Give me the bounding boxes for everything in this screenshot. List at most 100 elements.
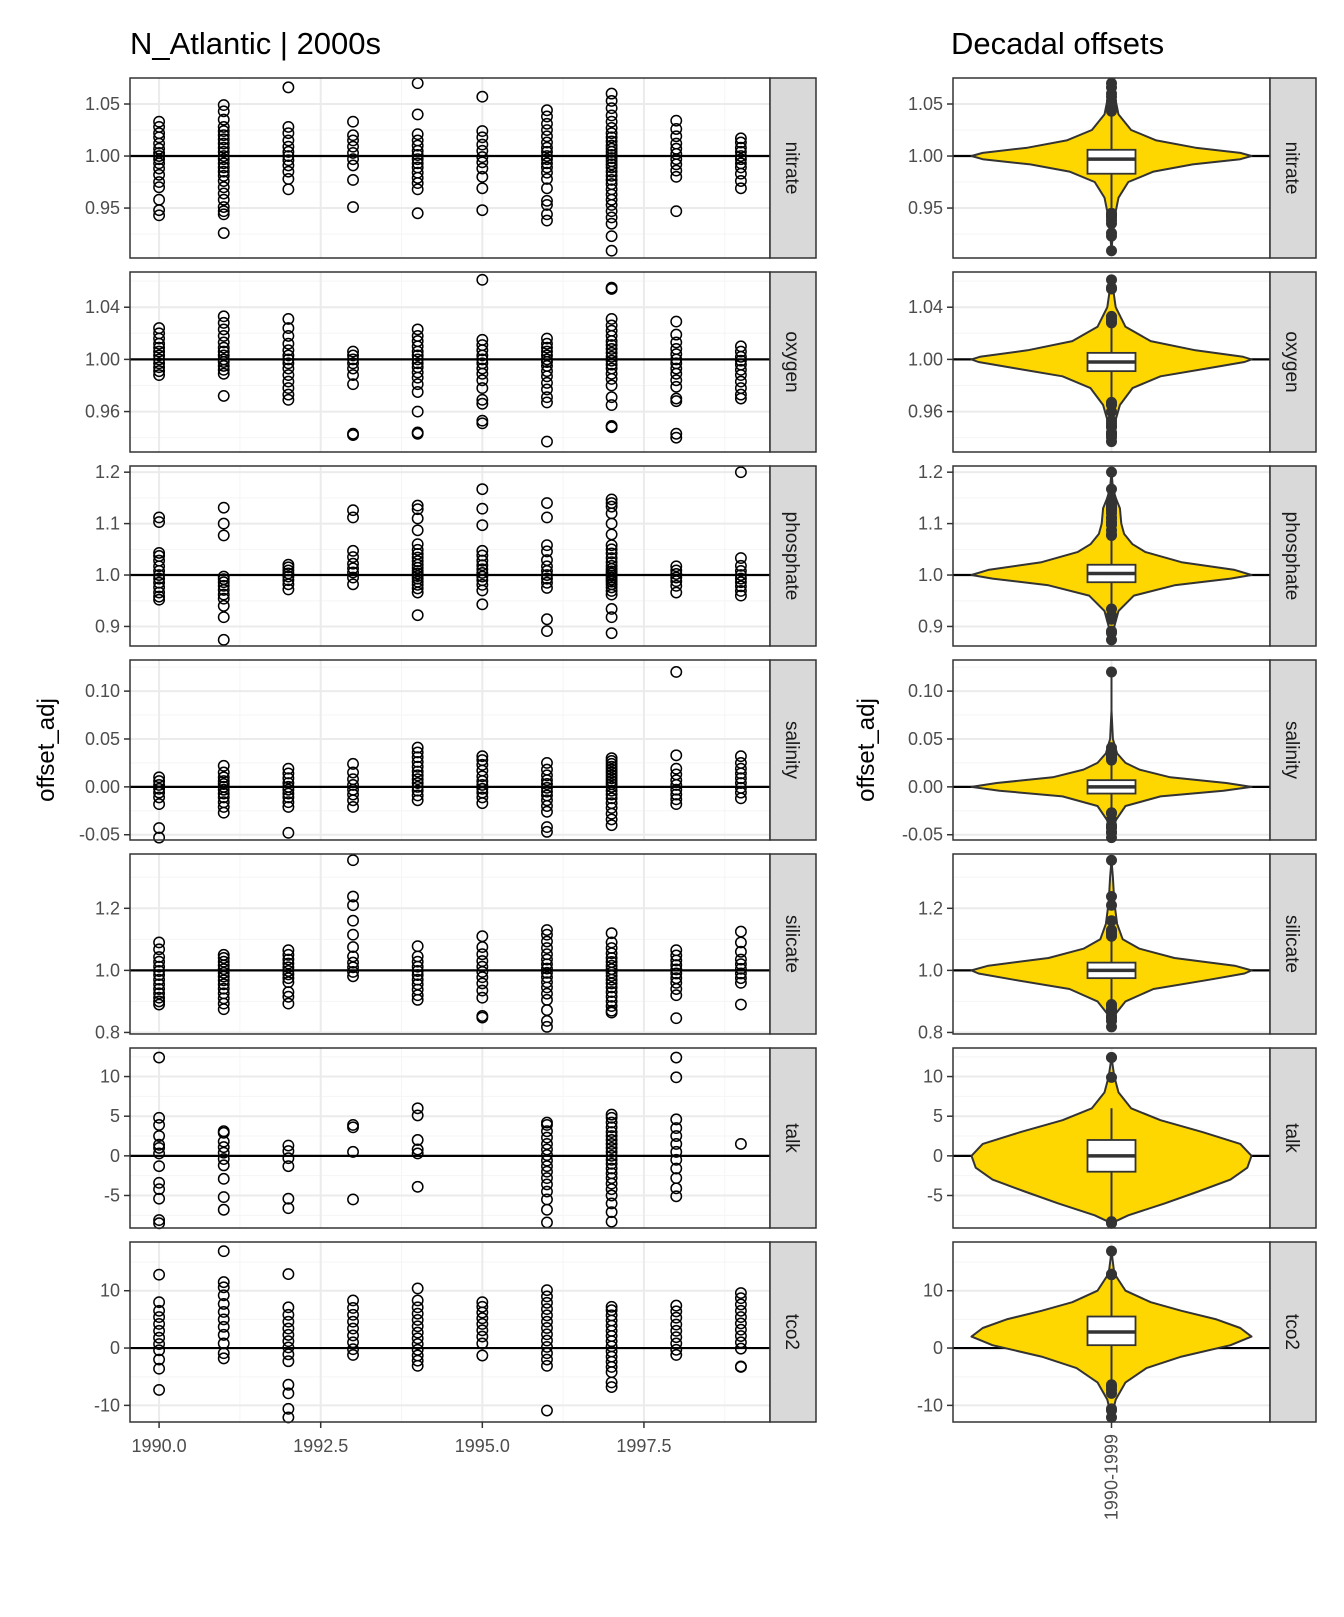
data-point	[605, 127, 618, 140]
y-tick-label: 0.96	[908, 402, 943, 422]
scatter-facet-nitrate: nitrate 0.95 1.00 1.05	[85, 77, 817, 259]
data-point	[282, 140, 295, 153]
data-point	[476, 782, 489, 795]
data-point	[541, 353, 553, 366]
data-point	[670, 976, 683, 989]
data-point	[670, 1145, 683, 1158]
data-point	[153, 1111, 166, 1124]
data-point	[282, 558, 295, 571]
data-point	[541, 1334, 553, 1347]
facet-strip	[769, 77, 817, 259]
data-point	[541, 756, 553, 769]
data-point	[411, 153, 424, 166]
data-point	[347, 773, 359, 786]
data-point	[605, 174, 618, 186]
data-point	[217, 145, 230, 158]
data-point	[282, 1355, 295, 1368]
data-point	[541, 1125, 553, 1138]
data-point	[217, 120, 230, 133]
data-point	[605, 343, 618, 355]
scatter-facet-tco2: tco2 -10 0 10	[94, 1241, 817, 1424]
data-point	[605, 1134, 618, 1146]
data-point	[217, 1245, 230, 1258]
data-point	[411, 128, 424, 141]
data-point	[605, 217, 618, 230]
data-point	[411, 1134, 424, 1146]
data-point	[347, 1348, 359, 1361]
data-point	[541, 130, 553, 143]
data-point	[541, 396, 553, 409]
data-point	[476, 778, 489, 791]
data-point	[734, 141, 747, 154]
data-point	[541, 194, 553, 207]
data-point	[670, 336, 683, 349]
data-point	[734, 580, 747, 593]
data-point	[605, 139, 618, 152]
data-point	[217, 796, 230, 809]
data-point	[217, 1328, 230, 1341]
y-tick-label: 10	[923, 1281, 943, 1301]
scatter-facet-talk: talk -5 0 5 10	[100, 1047, 817, 1230]
facet-strip	[1269, 1241, 1317, 1423]
data-point	[153, 822, 166, 834]
data-point	[217, 599, 230, 612]
data-point	[217, 771, 230, 784]
data-point	[605, 1206, 618, 1219]
data-point	[605, 94, 618, 107]
scatter-facet-silicate: silicate 0.8 1.0 1.2	[95, 853, 817, 1042]
data-point	[347, 146, 359, 159]
data-point	[734, 953, 747, 966]
data-point	[217, 125, 230, 138]
data-point	[734, 1342, 747, 1355]
data-point	[605, 813, 618, 826]
data-point	[153, 987, 166, 1000]
y-tick-label: 1.2	[918, 898, 943, 918]
data-point	[734, 1323, 747, 1336]
data-point	[734, 161, 747, 174]
data-point	[541, 365, 553, 378]
y-tick-label: 0.95	[85, 198, 120, 218]
data-point	[605, 158, 618, 171]
data-point	[476, 382, 489, 395]
data-point	[734, 1330, 747, 1342]
data-point	[541, 953, 553, 966]
data-point	[411, 386, 424, 398]
data-point	[217, 987, 230, 1000]
data-point	[217, 161, 230, 174]
data-point	[217, 113, 230, 126]
data-point	[282, 944, 295, 957]
facet-strip	[1269, 271, 1317, 453]
data-point	[282, 375, 295, 388]
outlier-point	[1106, 1403, 1117, 1415]
data-point	[153, 181, 166, 194]
data-point	[605, 205, 618, 218]
y-tick-label: -10	[94, 1395, 120, 1415]
data-point	[734, 145, 747, 158]
data-point	[282, 796, 295, 809]
data-point	[217, 982, 230, 995]
data-point	[217, 759, 230, 772]
data-point	[217, 1313, 230, 1326]
data-point	[541, 337, 553, 350]
data-point	[347, 511, 359, 524]
data-point	[541, 1315, 553, 1328]
data-point	[153, 349, 166, 362]
data-point	[476, 750, 489, 763]
data-point	[734, 466, 747, 479]
data-point	[734, 1304, 747, 1317]
data-point	[670, 1299, 683, 1312]
data-point	[347, 115, 359, 128]
y-tick-label: 1.0	[918, 565, 943, 585]
data-point	[734, 1287, 747, 1299]
data-point	[670, 130, 683, 143]
data-point	[670, 1172, 683, 1184]
data-point	[282, 990, 295, 1003]
data-point	[734, 958, 747, 971]
data-point	[670, 1343, 683, 1356]
data-point	[670, 571, 683, 584]
data-point	[605, 362, 618, 375]
data-point	[282, 1145, 295, 1158]
data-point	[541, 987, 553, 1000]
data-point	[411, 108, 424, 121]
data-point	[347, 578, 359, 591]
